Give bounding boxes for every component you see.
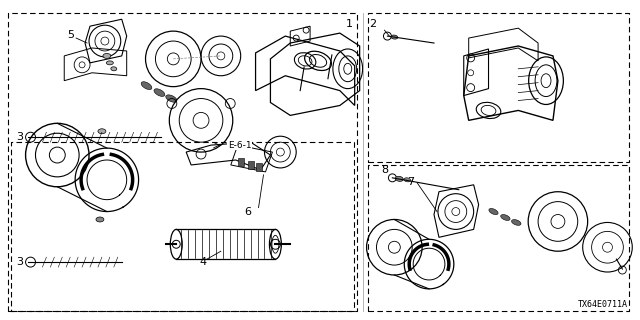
Text: 3: 3 bbox=[16, 257, 23, 267]
Ellipse shape bbox=[500, 214, 510, 220]
Text: 1: 1 bbox=[346, 19, 353, 29]
Text: 2: 2 bbox=[369, 19, 377, 29]
Text: E-6-1: E-6-1 bbox=[228, 140, 252, 150]
Text: 6: 6 bbox=[244, 206, 251, 217]
Ellipse shape bbox=[106, 61, 113, 65]
Ellipse shape bbox=[511, 220, 521, 225]
Text: 7: 7 bbox=[407, 177, 414, 187]
Text: 5: 5 bbox=[67, 30, 74, 40]
Ellipse shape bbox=[96, 217, 104, 222]
Bar bbox=[237, 158, 244, 166]
Bar bbox=[248, 161, 253, 169]
Ellipse shape bbox=[404, 178, 411, 182]
Ellipse shape bbox=[489, 208, 498, 215]
Ellipse shape bbox=[154, 89, 165, 96]
Bar bbox=[255, 163, 262, 171]
Text: 3: 3 bbox=[16, 132, 23, 142]
Ellipse shape bbox=[111, 67, 116, 71]
Text: 4: 4 bbox=[200, 257, 207, 267]
Ellipse shape bbox=[103, 53, 111, 58]
Ellipse shape bbox=[141, 82, 152, 90]
Ellipse shape bbox=[98, 129, 106, 134]
Ellipse shape bbox=[391, 35, 398, 39]
Text: TX64E0711A: TX64E0711A bbox=[577, 300, 627, 309]
Text: 8: 8 bbox=[381, 165, 388, 175]
Ellipse shape bbox=[396, 176, 403, 181]
Ellipse shape bbox=[166, 95, 177, 102]
